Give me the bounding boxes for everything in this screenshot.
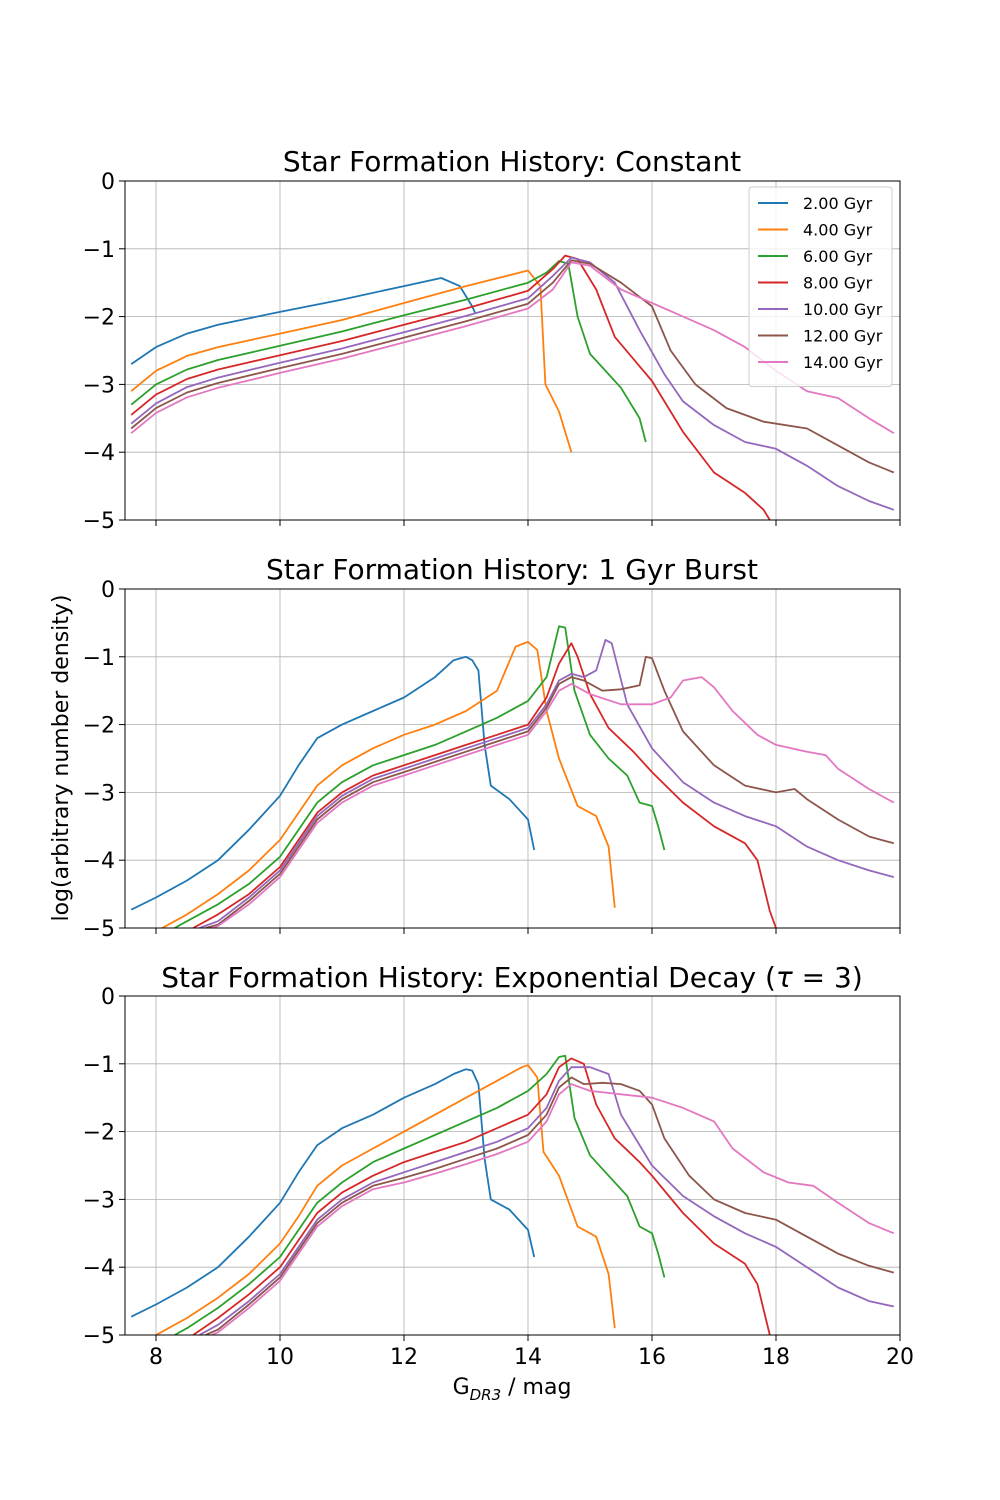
x-tick-label-12-exponential: 12 <box>390 1345 418 1370</box>
y-tick-label-4-constant: −4 <box>83 441 115 466</box>
y-tick-label-0-exponential: 0 <box>101 985 115 1010</box>
y-tick-label-3-burst: −3 <box>83 781 115 806</box>
series-line-6-00-gyr-constant <box>130 260 647 443</box>
series-line-2-00-gyr-burst <box>130 655 536 911</box>
plot-frame-constant <box>124 180 901 521</box>
panel-title-constant: Star Formation History: Constant <box>283 145 741 178</box>
series-line-2-00-gyr-constant <box>130 277 477 365</box>
series-line-12-00-gyr-burst <box>205 655 895 928</box>
legend: 2.00 Gyr 4.00 Gyr 6.00 Gyr 8.00 Gyr 10.00 Gy… <box>748 186 893 387</box>
series-line-6-00-gyr-burst <box>174 625 666 928</box>
series-line-12-00-gyr-constant <box>130 259 895 474</box>
x-tick-label-20-exponential: 20 <box>886 1345 914 1370</box>
x-tick-label-16-exponential: 16 <box>638 1345 666 1370</box>
legend-label-4-00-gyr: 4.00 Gyr <box>803 221 873 240</box>
y-tick-label-1-exponential: −1 <box>83 1053 115 1078</box>
x-tick-label-18-exponential: 18 <box>762 1345 790 1370</box>
legend-label-12-00-gyr: 12.00 Gyr <box>803 327 883 346</box>
x-tick-label-8-exponential: 8 <box>149 1345 163 1370</box>
y-tick-label-0-constant: 0 <box>101 170 115 195</box>
y-tick-label-4-exponential: −4 <box>83 1256 115 1281</box>
legend-box <box>748 186 893 387</box>
panel-constant: Star Formation History: Constant 0 −1 −2 −3… <box>83 145 901 534</box>
panel-title-exponential: Star Formation History: Exponential Deca… <box>161 961 863 994</box>
series-line-10-00-gyr-exponential <box>198 1066 894 1335</box>
y-tick-label-1-burst: −1 <box>83 646 115 671</box>
series-line-6-00-gyr-exponential <box>174 1054 666 1335</box>
legend-label-2-00-gyr: 2.00 Gyr <box>803 194 873 213</box>
y-tick-label-3-exponential: −3 <box>83 1188 115 1213</box>
plot-frame-exponential <box>124 995 901 1336</box>
plot-frame-burst <box>124 588 901 929</box>
legend-label-10-00-gyr: 10.00 Gyr <box>803 300 883 319</box>
series-line-10-00-gyr-burst <box>199 639 895 928</box>
legend-label-8-00-gyr: 8.00 Gyr <box>803 274 873 293</box>
series-group-constant <box>130 254 895 520</box>
y-tick-label-2-burst: −2 <box>83 714 115 739</box>
series-line-2-00-gyr-exponential <box>130 1068 536 1318</box>
y-tick-label-5-burst: −5 <box>83 917 115 942</box>
y-tick-label-2-constant: −2 <box>83 306 115 331</box>
y-tick-label-2-exponential: −2 <box>83 1121 115 1146</box>
y-axis-label: log(arbitrary number density) <box>49 594 74 921</box>
series-line-10-00-gyr-constant <box>130 256 895 511</box>
series-line-8-00-gyr-exponential <box>192 1057 771 1335</box>
y-tick-label-5-exponential: −5 <box>83 1324 115 1349</box>
y-tick-label-3-constant: −3 <box>83 373 115 398</box>
legend-label-14-00-gyr: 14.00 Gyr <box>803 353 883 372</box>
y-tick-label-0-burst: 0 <box>101 578 115 603</box>
x-tick-label-14-exponential: 14 <box>514 1345 542 1370</box>
series-group-exponential <box>130 1054 895 1335</box>
y-tick-label-1-constant: −1 <box>83 238 115 263</box>
series-line-14-00-gyr-burst <box>211 676 895 928</box>
x-tick-label-10-exponential: 10 <box>266 1345 294 1370</box>
panel-title-burst: Star Formation History: 1 Gyr Burst <box>266 553 758 586</box>
x-axis-label: GDR3 / mag <box>453 1375 572 1404</box>
series-line-8-00-gyr-burst <box>192 642 777 928</box>
legend-label-6-00-gyr: 6.00 Gyr <box>803 247 873 266</box>
series-group-burst <box>130 625 895 928</box>
series-line-12-00-gyr-exponential <box>205 1076 895 1335</box>
panel-exponential: Star Formation History: Exponential Deca… <box>83 961 914 1370</box>
series-line-4-00-gyr-exponential <box>155 1064 616 1335</box>
y-tick-label-5-constant: −5 <box>83 509 115 534</box>
axes-constant: 0 −1 −2 −3 −4 −5 <box>83 170 901 534</box>
series-line-14-00-gyr-exponential <box>211 1083 895 1335</box>
panel-burst: Star Formation History: 1 Gyr Burst 0 −1 −… <box>83 553 901 942</box>
series-line-4-00-gyr-burst <box>161 641 616 928</box>
series-line-8-00-gyr-constant <box>130 254 771 520</box>
axes-exponential: 0 −1 −2 −3 −4 −5 8 10 12 14 16 18 20 <box>83 985 914 1370</box>
y-tick-label-4-burst: −4 <box>83 849 115 874</box>
axes-burst: 0 −1 −2 −3 −4 −5 <box>83 578 901 942</box>
series-line-4-00-gyr-constant <box>130 269 573 453</box>
